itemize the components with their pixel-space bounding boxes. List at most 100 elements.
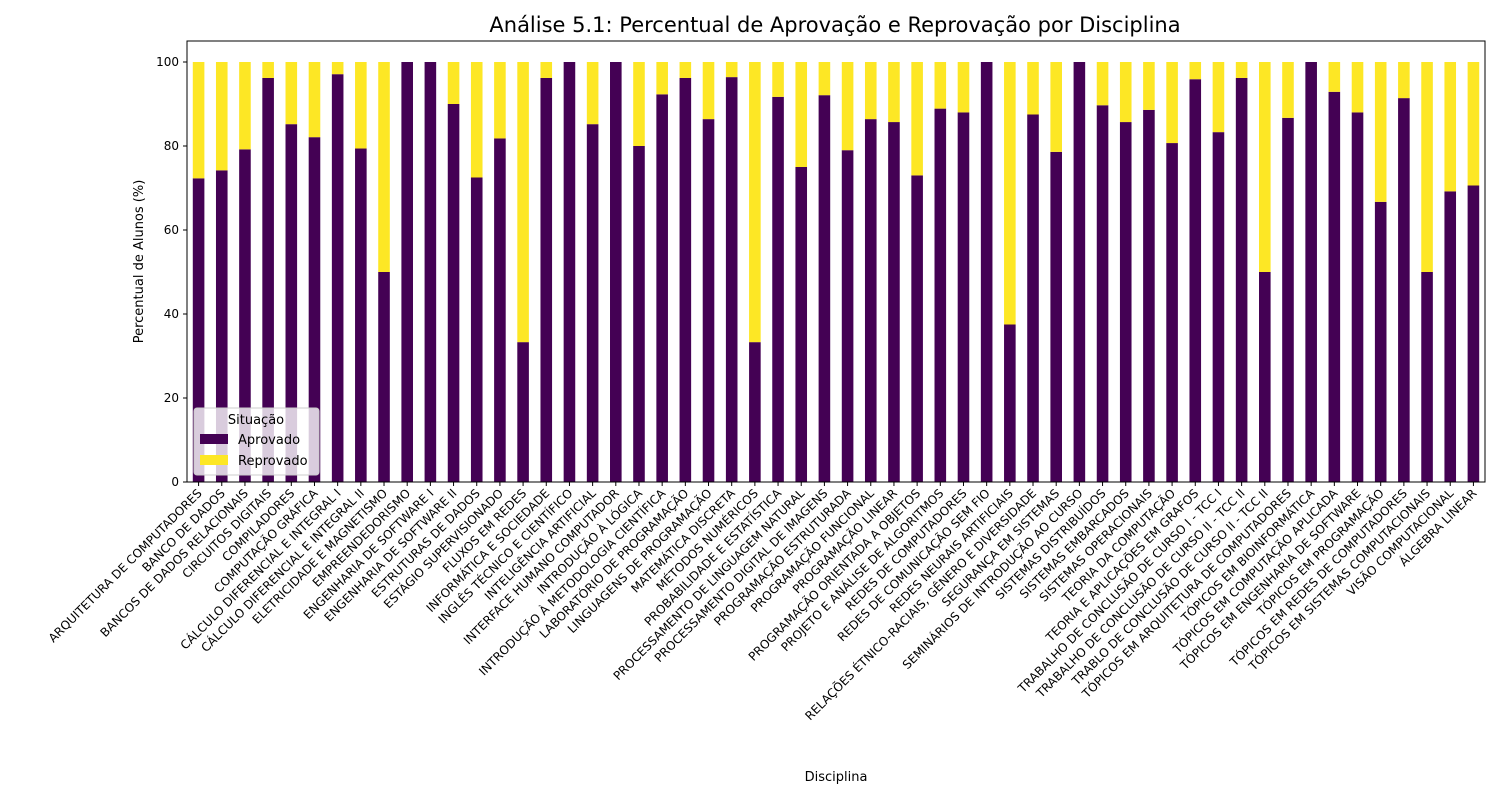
bar-reprovado	[656, 62, 668, 95]
bar-reprovado	[772, 62, 784, 97]
bar-reprovado	[795, 62, 808, 167]
bar-reprovado	[1259, 62, 1271, 272]
y-tick-label: 0	[171, 475, 179, 489]
bar-reprovado	[470, 62, 483, 178]
bar-aprovado	[262, 77, 274, 483]
bar-aprovado	[1166, 143, 1178, 482]
bar-aprovado	[355, 148, 367, 482]
bar-aprovado	[563, 62, 576, 482]
y-axis: 0 20 40 60 80 100	[156, 55, 187, 489]
bar-aprovado	[447, 104, 460, 482]
bar-aprovado	[192, 178, 205, 482]
bar-reprovado	[494, 62, 506, 139]
bar-reprovado	[378, 62, 390, 272]
bar-aprovado	[749, 342, 761, 482]
bar-aprovado	[586, 124, 599, 482]
legend-label: Reprovado	[238, 454, 308, 469]
bar-reprovado	[1189, 62, 1202, 80]
bar-aprovado	[980, 62, 993, 482]
bar-aprovado	[215, 170, 228, 483]
bar-reprovado	[308, 62, 321, 138]
bar-reprovado	[864, 62, 877, 120]
bar-aprovado	[772, 96, 784, 483]
bar-aprovado	[494, 138, 506, 482]
bar-reprovado	[1282, 62, 1294, 118]
bar-aprovado	[679, 77, 692, 483]
bar-aprovado	[1444, 191, 1457, 483]
bar-reprovado	[1212, 62, 1225, 133]
bar-aprovado	[702, 119, 715, 483]
bar-aprovado	[470, 177, 483, 482]
bar-reprovado	[1444, 62, 1457, 192]
bar-reprovado	[1328, 62, 1341, 92]
bar-aprovado	[1096, 105, 1109, 482]
bar-reprovado	[679, 62, 692, 78]
bar-reprovado	[517, 62, 529, 343]
bar-aprovado	[1073, 62, 1086, 482]
bar-reprovado	[1096, 62, 1109, 106]
legend-label: Aprovado	[238, 433, 300, 448]
bar-aprovado	[934, 108, 947, 483]
bar-reprovado	[239, 62, 251, 150]
chart-title: Análise 5.1: Percentual de Aprovação e R…	[489, 13, 1180, 37]
bar-aprovado	[1119, 122, 1132, 482]
bar-aprovado	[1421, 272, 1433, 482]
bar-aprovado	[1143, 109, 1155, 482]
bar-reprovado	[1166, 62, 1178, 144]
bar-reprovado	[633, 62, 645, 146]
bar-aprovado	[331, 74, 344, 483]
bar-aprovado	[1305, 62, 1317, 482]
bar-reprovado	[1143, 62, 1155, 110]
bar-aprovado	[1259, 272, 1271, 482]
bar-aprovado	[818, 95, 831, 483]
bar-reprovado	[911, 62, 923, 176]
bar-aprovado	[1027, 114, 1039, 482]
bar-reprovado	[818, 62, 831, 96]
legend: Situação Aprovado Reprovado	[193, 407, 320, 476]
bar-aprovado	[424, 62, 437, 482]
bar-reprovado	[1398, 62, 1410, 99]
y-tick-label: 80	[164, 139, 179, 153]
bar-reprovado	[192, 62, 205, 179]
bar-aprovado	[1282, 117, 1294, 483]
bar-reprovado	[957, 62, 970, 113]
bar-reprovado	[1351, 62, 1364, 113]
y-tick-label: 40	[164, 307, 179, 321]
bar-aprovado	[1189, 79, 1202, 482]
bar-reprovado	[262, 62, 274, 78]
bar-aprovado	[517, 342, 529, 482]
bar-aprovado	[911, 175, 923, 482]
x-axis-label: Disciplina	[805, 770, 868, 785]
bar-reprovado	[355, 62, 367, 149]
bar-reprovado	[447, 62, 460, 104]
bar-reprovado	[586, 62, 599, 125]
bar-aprovado	[633, 146, 645, 482]
bar-aprovado	[864, 119, 877, 483]
bar-aprovado	[725, 77, 738, 483]
bar-reprovado	[1027, 62, 1039, 115]
bar-aprovado	[795, 167, 808, 482]
bar-reprovado	[1004, 62, 1016, 325]
bar-reprovado	[285, 62, 298, 125]
bar-reprovado	[1421, 62, 1433, 272]
bar-aprovado	[540, 77, 553, 483]
y-tick-label: 20	[164, 391, 179, 405]
bar-aprovado	[1398, 98, 1410, 483]
bar-aprovado	[285, 124, 298, 482]
bar-reprovado	[841, 62, 854, 151]
bar-reprovado	[888, 62, 900, 123]
legend-swatch	[200, 434, 228, 444]
plot-frame	[186, 40, 1486, 483]
bar-reprovado	[540, 62, 553, 78]
legend-title: Situação	[228, 413, 284, 428]
y-axis-label: Percentual de Alunos (%)	[132, 180, 147, 344]
bar-reprovado	[725, 62, 738, 78]
bar-aprovado	[841, 150, 854, 482]
bar-reprovado	[702, 62, 715, 120]
bar-aprovado	[378, 272, 390, 482]
bar-aprovado	[1467, 185, 1480, 483]
bar-aprovado	[1050, 151, 1062, 482]
bar-aprovado	[1004, 324, 1016, 482]
bar-aprovado	[401, 62, 413, 482]
